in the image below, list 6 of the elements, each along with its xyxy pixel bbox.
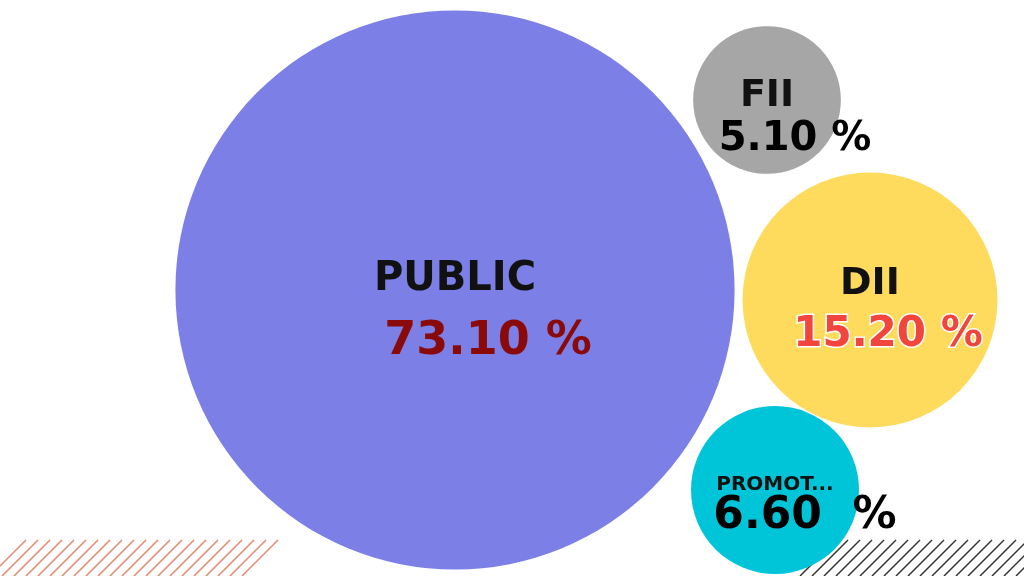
- category-label: DII: [840, 259, 900, 303]
- category-label: PUBLIC: [373, 253, 537, 299]
- data-label: 73.10 %: [384, 311, 592, 365]
- data-label: 5.10 %: [718, 113, 872, 159]
- category-label: FII: [739, 71, 795, 115]
- data-label: 15.20 %: [793, 307, 983, 356]
